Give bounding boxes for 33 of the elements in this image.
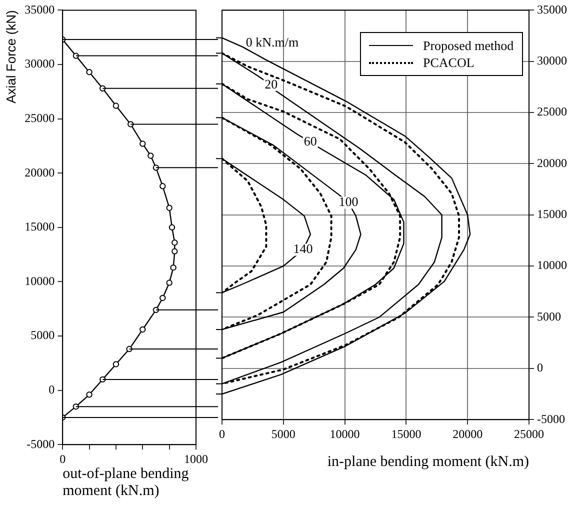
y-tick-label: 35000: [24, 2, 55, 16]
y-tick-label: 15000: [537, 207, 567, 222]
x-tick-label: 25000: [514, 426, 544, 441]
y-tick-label: 15000: [24, 220, 55, 234]
y-tick-label: 30000: [537, 54, 567, 68]
y-axis-title: Axial Force (kN): [3, 10, 18, 104]
y-tick-label: 10000: [24, 274, 55, 288]
x-tick-label: 10000: [330, 426, 360, 441]
legend-label: PCACOL: [423, 54, 474, 71]
x-axis-title: out-of-plane bending moment (kN.m): [62, 466, 190, 500]
x-axis-title: in-plane bending moment (kN.m): [327, 454, 529, 470]
x-tick-label: 1000: [184, 452, 208, 466]
y-tick-label: 35000: [537, 2, 567, 16]
y-tick-label: 30000: [24, 56, 55, 71]
y-tick-label: 10000: [537, 258, 567, 272]
x-tick-label: 5000: [271, 426, 296, 441]
y-tick-label: -5000: [537, 412, 565, 426]
x-tick-label: 20000: [452, 426, 483, 441]
y-tick-label: 0: [48, 382, 55, 396]
x-tick-label: 15000: [391, 426, 422, 441]
y-tick-label: -5000: [26, 436, 55, 451]
y-tick-label: 20000: [24, 165, 55, 180]
annotation: 60: [304, 134, 317, 149]
legend-label: Proposed method: [423, 38, 514, 54]
y-tick-label: 20000: [537, 156, 567, 170]
annotation: 20: [264, 76, 278, 92]
y-tick-label: 0: [537, 360, 543, 375]
y-tick-label: 5000: [537, 309, 561, 324]
annotation: 0 kN.m/m: [246, 34, 299, 50]
y-tick-label: 5000: [30, 328, 55, 342]
y-tick-label: 25000: [537, 104, 567, 119]
y-tick-label: 25000: [24, 110, 55, 125]
x-tick-label: 0: [219, 426, 225, 441]
